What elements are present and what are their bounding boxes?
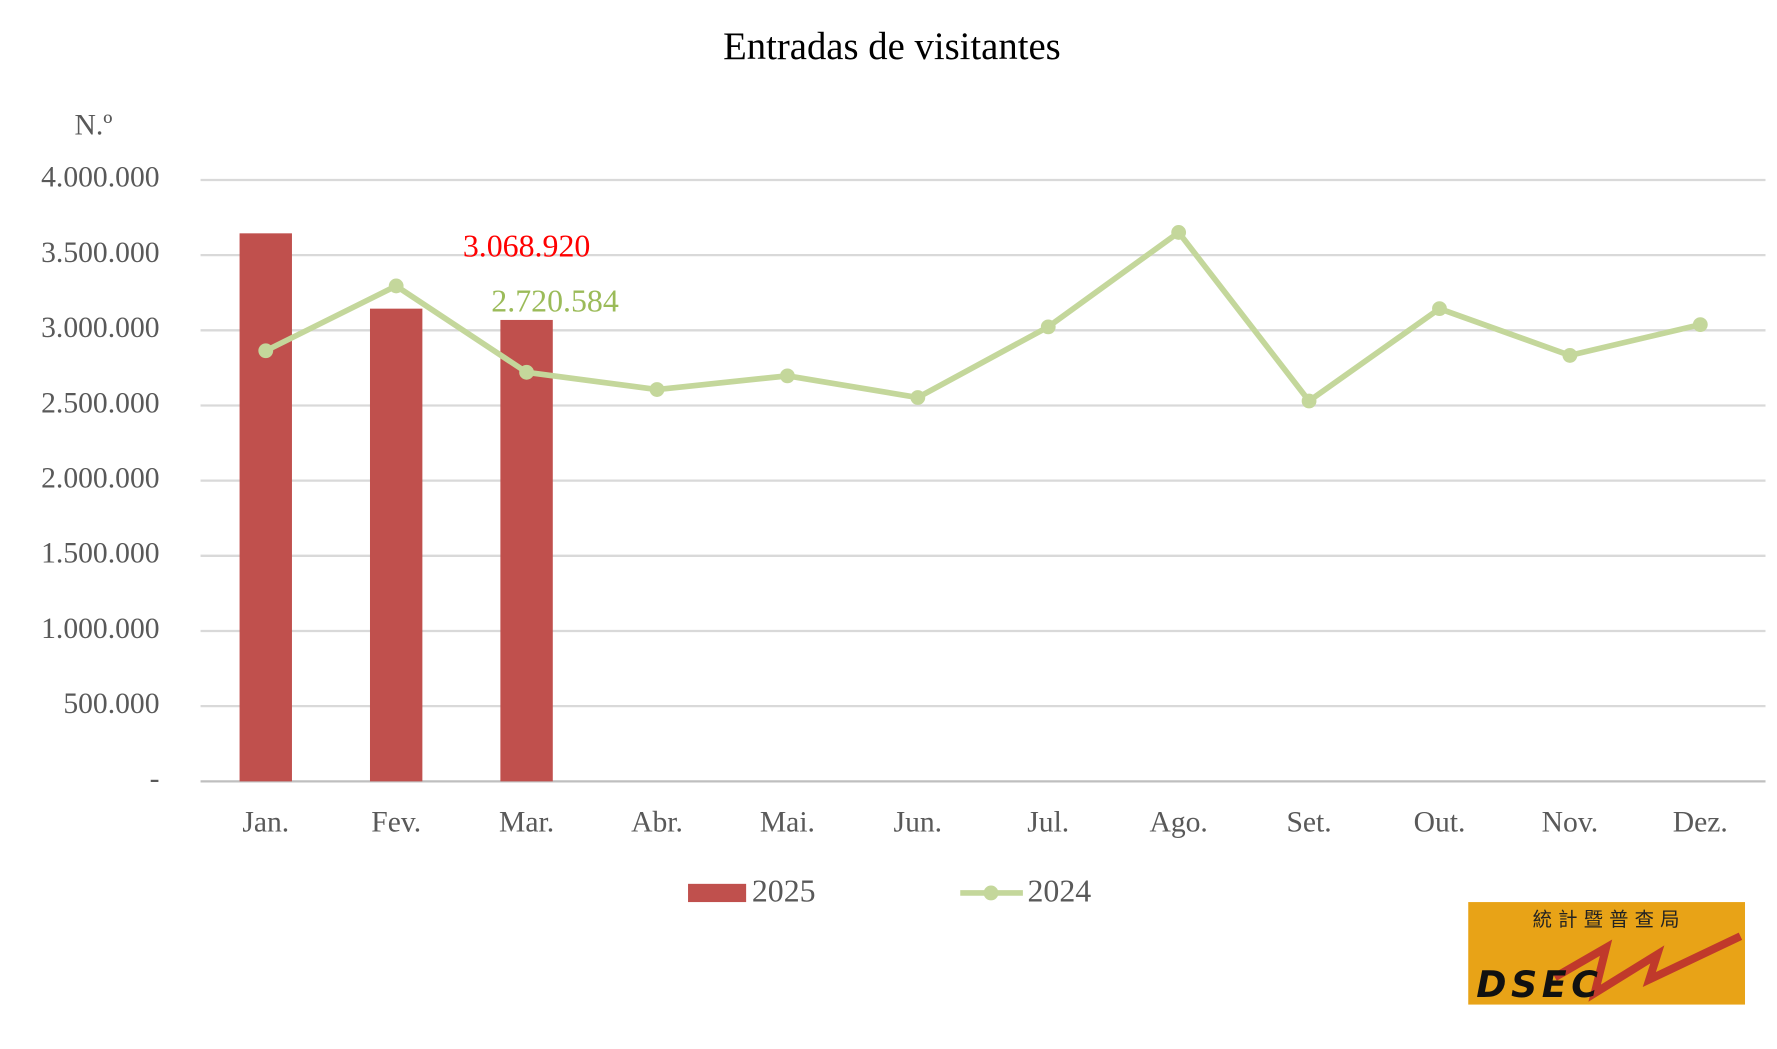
x-tick-label: Jun.	[894, 806, 943, 838]
y-tick-label: 2.500.000	[41, 387, 159, 419]
x-tick-label: Ago.	[1149, 806, 1207, 838]
x-tick-label: Jan.	[242, 806, 289, 838]
point	[388, 278, 404, 294]
logo-zigzag	[1552, 932, 1743, 1002]
point	[258, 343, 274, 359]
x-tick-label: Out.	[1414, 806, 1466, 838]
point	[1040, 319, 1056, 335]
line	[264, 229, 1701, 404]
y-tick-label: 3.000.000	[41, 312, 159, 344]
x-tick-label: Fev.	[371, 806, 421, 838]
data-label: 3.068.920	[463, 229, 591, 264]
logo-chinese: 統 計 暨 普 查 局	[1533, 908, 1680, 931]
bar	[239, 233, 292, 782]
x-tick-label: Dez.	[1673, 806, 1728, 838]
y-tick-label: -	[150, 763, 160, 795]
point	[1171, 225, 1187, 240]
legend-label: 2025	[752, 873, 816, 908]
point	[649, 382, 665, 397]
point	[1301, 393, 1317, 409]
x-tick-label: Set.	[1286, 806, 1331, 838]
y-tick-label: 3.500.000	[41, 237, 159, 269]
y-tick-label: 4.000.000	[41, 162, 159, 194]
point	[519, 364, 534, 380]
x-tick-label: Mar.	[499, 806, 554, 838]
y-tick-label: 500.000	[63, 688, 159, 720]
point	[1562, 348, 1578, 363]
x-tick-label: Jul.	[1027, 806, 1069, 838]
chart-title: Entradas de visitantes	[723, 25, 1061, 68]
legend-label: 2024	[1027, 873, 1091, 908]
data-label: 2.720.584	[491, 283, 619, 318]
bar	[500, 319, 553, 782]
bar	[369, 308, 423, 782]
y-tick-label: 1.500.000	[41, 538, 159, 570]
logo-text: DSEC	[1476, 963, 1602, 1006]
x-tick-label: Mai.	[760, 806, 815, 838]
point	[1432, 301, 1447, 317]
logo: 統 計 暨 普 查 局 DSEC	[1468, 902, 1746, 1006]
point	[910, 390, 926, 405]
y-tick-label: 2.000.000	[41, 462, 159, 494]
legend-swatch	[688, 883, 747, 903]
legend-marker	[983, 885, 999, 901]
x-tick-label: Nov.	[1542, 806, 1598, 838]
y-tick-label: 1.000.000	[41, 613, 159, 645]
point	[1692, 317, 1708, 332]
y-axis-label: N.º	[75, 109, 113, 141]
point	[780, 368, 795, 384]
x-tick-label: Abr.	[631, 806, 683, 838]
